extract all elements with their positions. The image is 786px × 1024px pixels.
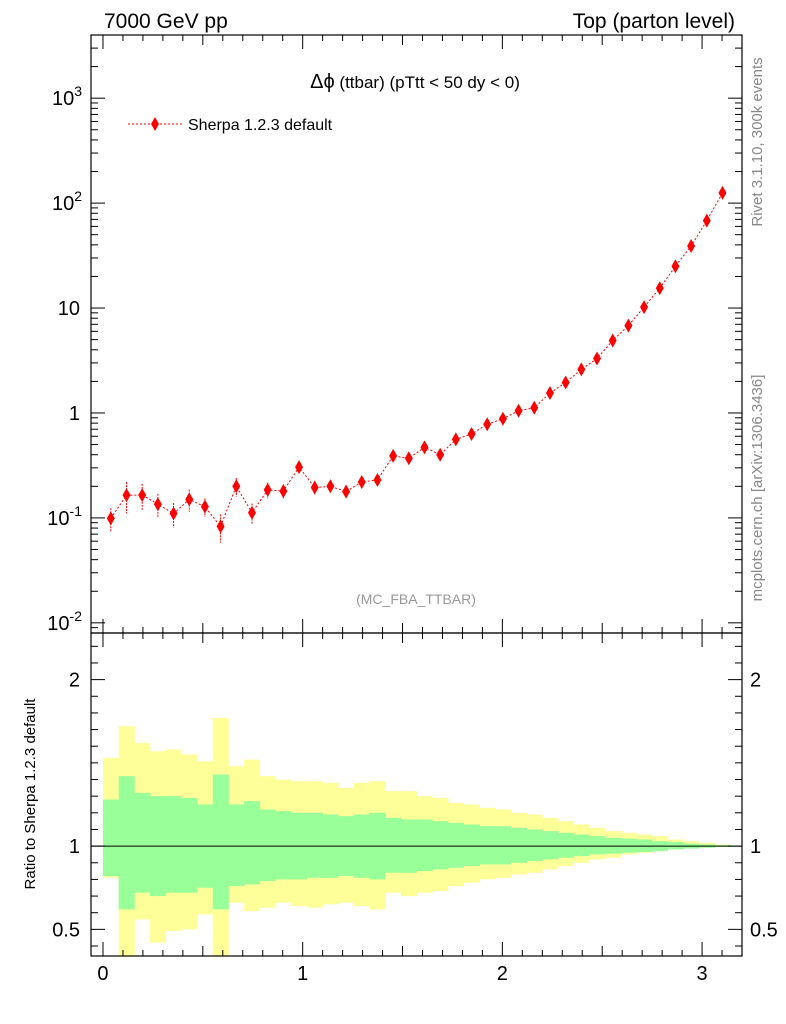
data-point bbox=[404, 451, 413, 466]
uncertainty-band-inner bbox=[557, 832, 574, 858]
uncertainty-band-inner bbox=[259, 809, 276, 882]
data-point bbox=[451, 432, 460, 447]
data-point bbox=[247, 505, 256, 520]
y-tick-label: 10-1 bbox=[47, 503, 82, 530]
mcplots-label: mcplots.cern.ch [arXiv:1306.3436] bbox=[749, 375, 766, 602]
data-point bbox=[326, 479, 335, 494]
uncertainty-band-inner bbox=[432, 821, 449, 870]
uncertainty-band-inner bbox=[542, 831, 559, 860]
data-point bbox=[389, 448, 398, 463]
data-point bbox=[530, 400, 539, 415]
uncertainty-band-inner bbox=[275, 811, 292, 880]
data-point bbox=[357, 474, 366, 489]
ratio-y-tick-label-right: 2 bbox=[750, 670, 761, 692]
data-point bbox=[436, 447, 445, 462]
data-point bbox=[310, 480, 319, 495]
data-point bbox=[373, 472, 382, 487]
data-point bbox=[687, 239, 696, 254]
uncertainty-band-inner bbox=[589, 836, 606, 855]
data-point bbox=[545, 385, 554, 400]
y-tick-label: 10-2 bbox=[47, 608, 82, 635]
uncertainty-band-inner bbox=[102, 799, 120, 877]
data-point bbox=[640, 300, 649, 315]
uncertainty-band-inner bbox=[165, 796, 182, 893]
plot-title-symbol: Δϕ bbox=[310, 71, 335, 93]
ratio-y-tick-label: 0.5 bbox=[52, 919, 80, 941]
data-point bbox=[671, 259, 680, 274]
data-point bbox=[593, 351, 602, 366]
y-tick-label: 103 bbox=[52, 83, 82, 110]
uncertainty-band-inner bbox=[244, 801, 261, 885]
uncertainty-band-inner bbox=[463, 824, 480, 867]
data-point bbox=[561, 375, 570, 390]
header-left: 7000 GeV pp bbox=[104, 10, 228, 33]
ratio-plot-frame bbox=[90, 632, 743, 957]
header-right: Top (parton level) bbox=[573, 10, 735, 33]
legend-label: Sherpa 1.2.3 default bbox=[188, 117, 333, 134]
uncertainty-band-inner bbox=[526, 829, 543, 862]
data-point bbox=[106, 511, 115, 526]
ratio-y-tick-label: 2 bbox=[69, 670, 80, 692]
ratio-plot: 0.5 0.5 1 1 2 2 0 1 2 3 Ratio to Sherpa 1.2.3 def… bbox=[22, 632, 778, 985]
data-point bbox=[263, 482, 272, 497]
uncertainty-band-inner bbox=[479, 826, 496, 865]
x-tick-label: 1 bbox=[297, 963, 308, 985]
uncertainty-band-inner bbox=[118, 776, 135, 910]
data-point bbox=[498, 411, 507, 426]
y-tick-label: 10 bbox=[58, 298, 80, 320]
data-point bbox=[295, 460, 304, 475]
ratio-y-tick-label-right: 1 bbox=[750, 836, 761, 858]
data-point bbox=[608, 333, 617, 348]
data-point bbox=[655, 281, 664, 296]
data-point bbox=[467, 427, 476, 442]
uncertainty-band-inner bbox=[385, 817, 402, 873]
data-point bbox=[169, 506, 178, 521]
data-point bbox=[483, 417, 492, 432]
data-point bbox=[232, 479, 241, 494]
legend-marker bbox=[151, 117, 159, 131]
plot-title-text: (ttbar) (pTtt < 50 dy < 0) bbox=[335, 73, 520, 92]
series-line bbox=[110, 192, 723, 528]
ratio-ylabel: Ratio to Sherpa 1.2.3 default bbox=[22, 698, 39, 890]
data-point bbox=[138, 488, 147, 503]
uncertainty-band-inner bbox=[306, 812, 323, 878]
y-tick-label: 1 bbox=[69, 403, 80, 425]
plot-title: Δϕ (ttbar) (pTtt < 50 dy < 0) bbox=[310, 71, 520, 93]
uncertainty-band-inner bbox=[212, 774, 229, 910]
y-tick-label: 102 bbox=[52, 188, 82, 215]
x-tick-label: 0 bbox=[97, 963, 108, 985]
data-point bbox=[200, 499, 209, 514]
data-point bbox=[624, 318, 633, 333]
data-point bbox=[185, 492, 194, 507]
x-tick-label: 2 bbox=[497, 963, 508, 985]
data-point bbox=[342, 484, 351, 499]
uncertainty-band-inner bbox=[134, 792, 151, 893]
uncertainty-band-inner bbox=[448, 822, 465, 868]
data-point bbox=[279, 484, 288, 499]
legend: Sherpa 1.2.3 default bbox=[128, 117, 333, 134]
uncertainty-band-inner bbox=[510, 827, 527, 863]
ratio-y-tick-label-right: 0.5 bbox=[750, 919, 778, 941]
watermark: (MC_FBA_TTBAR) bbox=[356, 591, 476, 607]
rivet-label: Rivet 3.1.10, 300k events bbox=[749, 57, 766, 226]
data-point bbox=[514, 403, 523, 418]
uncertainty-band-outer bbox=[714, 844, 731, 847]
main-plot: 10-2 10-1 1 10 102 103 7000 GeV pp Top (parto… bbox=[47, 10, 743, 635]
x-tick-label: 3 bbox=[696, 963, 707, 985]
data-point bbox=[420, 440, 429, 455]
uncertainty-band-inner bbox=[416, 819, 433, 872]
data-point bbox=[577, 362, 586, 377]
ratio-y-tick-label: 1 bbox=[69, 836, 80, 858]
data-point bbox=[702, 213, 711, 228]
data-point bbox=[216, 519, 225, 534]
data-point bbox=[153, 497, 162, 512]
data-point bbox=[122, 488, 131, 503]
uncertainty-band-inner bbox=[181, 797, 198, 893]
uncertainty-band-inner bbox=[495, 826, 512, 865]
uncertainty-band-inner bbox=[228, 804, 245, 887]
uncertainty-band-inner bbox=[573, 834, 590, 857]
data-point bbox=[718, 185, 727, 200]
